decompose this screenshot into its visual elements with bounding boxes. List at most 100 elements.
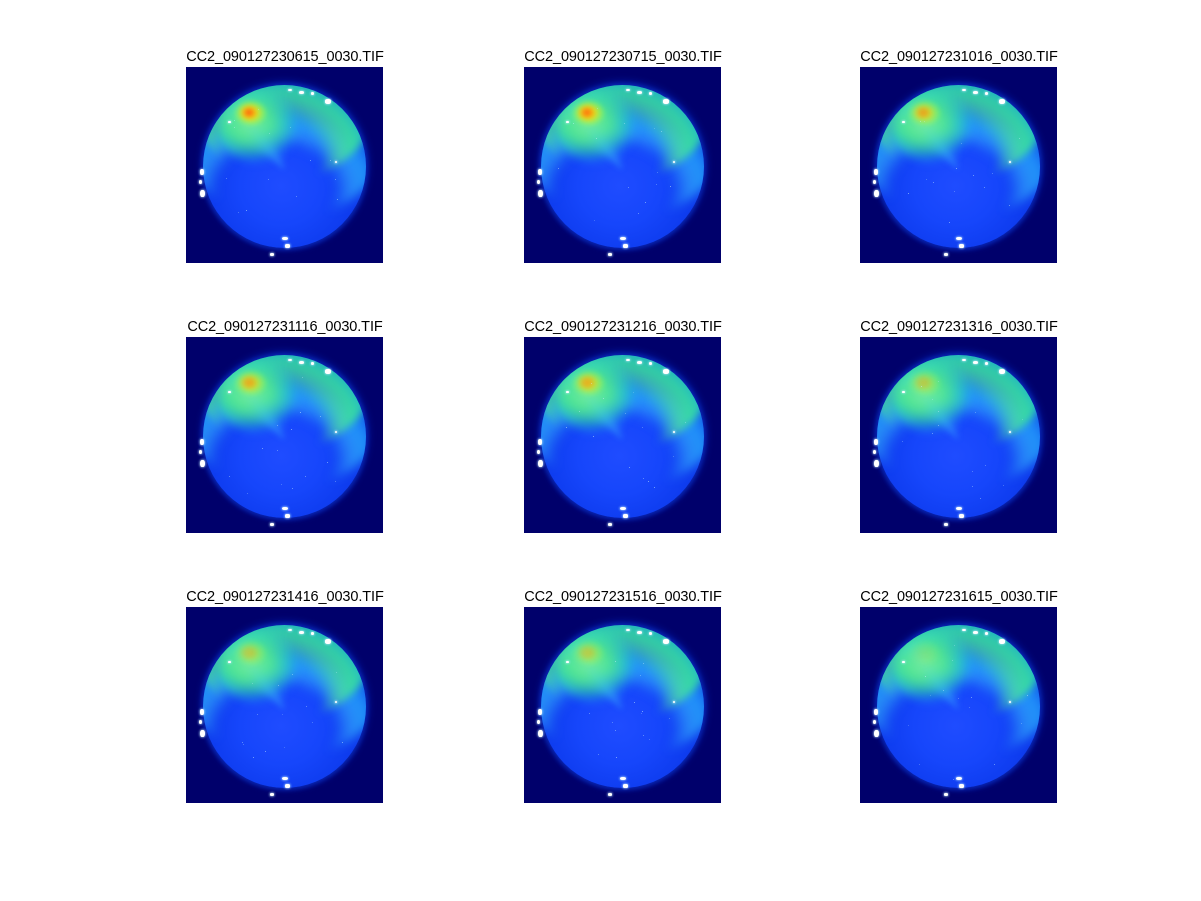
sky-disc [541, 85, 704, 248]
panel-title: CC2_090127230615_0030.TIF [186, 49, 384, 65]
image-speck [943, 253, 948, 256]
image-panel: CC2_090127231516_0030.TIF [524, 588, 722, 803]
image-noise-dot [329, 159, 331, 161]
image-noise-dot [623, 123, 625, 124]
image-noise-dot [246, 492, 248, 494]
image-speck [623, 244, 628, 248]
disc-vignette [203, 85, 366, 248]
all-sky-image[interactable] [860, 607, 1057, 803]
image-noise-dot [258, 109, 260, 111]
image-noise-dot [670, 185, 672, 187]
image-speck [299, 360, 305, 364]
image-noise-dot [655, 184, 657, 186]
image-noise-dot [334, 480, 336, 482]
sky-disc-wrapper [524, 67, 721, 263]
all-sky-image[interactable] [186, 607, 383, 803]
image-speck [566, 120, 569, 123]
image-noise-dot [953, 778, 955, 780]
image-speck [998, 99, 1005, 104]
image-speck [334, 161, 338, 164]
image-noise-dot [643, 735, 645, 737]
sky-disc [203, 625, 366, 788]
image-speck [228, 120, 231, 123]
image-noise-dot [954, 190, 956, 192]
image-speck [985, 632, 989, 636]
image-noise-dot [642, 663, 644, 665]
image-noise-dot [300, 411, 302, 413]
sky-disc [203, 355, 366, 518]
image-speck [902, 390, 905, 393]
image-speck [962, 88, 966, 92]
image-noise-dot [960, 142, 962, 144]
image-speck [959, 244, 964, 248]
image-speck [537, 708, 542, 715]
all-sky-image[interactable] [524, 337, 721, 533]
image-speck [538, 189, 543, 198]
image-noise-dot [296, 195, 298, 197]
image-noise-dot [971, 485, 973, 487]
all-sky-image[interactable] [860, 67, 1057, 263]
all-sky-image[interactable] [860, 337, 1057, 533]
image-speck [955, 236, 962, 241]
image-speck [1008, 161, 1012, 164]
image-noise-dot [233, 127, 235, 129]
image-noise-dot [971, 696, 973, 698]
image-speck [199, 708, 204, 715]
image-noise-dot [968, 706, 970, 708]
image-noise-dot [283, 746, 285, 748]
sky-disc-wrapper [524, 337, 721, 533]
image-noise-dot [937, 380, 939, 382]
image-speck [198, 719, 202, 725]
image-noise-dot [281, 713, 283, 715]
image-noise-dot [656, 172, 658, 174]
image-speck [607, 523, 612, 526]
sky-disc-wrapper [524, 607, 721, 803]
all-sky-image[interactable] [186, 337, 383, 533]
image-speck [943, 523, 948, 526]
image-speck [962, 358, 966, 362]
image-speck [874, 189, 879, 198]
image-noise-dot [319, 415, 321, 417]
sky-disc [877, 355, 1040, 518]
image-speck [649, 92, 653, 96]
image-speck [199, 438, 204, 445]
image-speck [334, 701, 338, 704]
sky-disc-wrapper [860, 67, 1057, 263]
all-sky-image[interactable] [524, 607, 721, 803]
image-noise-dot [641, 713, 643, 715]
image-speck [198, 449, 202, 455]
image-speck [637, 360, 643, 364]
all-sky-image[interactable] [186, 67, 383, 263]
image-speck [985, 92, 989, 96]
image-noise-dot [291, 674, 293, 676]
image-noise-dot [932, 182, 934, 184]
image-speck [536, 719, 540, 725]
image-noise-dot [280, 484, 282, 486]
image-noise-dot [595, 137, 597, 139]
image-speck [998, 369, 1005, 374]
image-speck [536, 179, 540, 185]
image-speck [973, 360, 979, 364]
image-panel: CC2_090127231316_0030.TIF [860, 318, 1058, 533]
image-speck [288, 88, 292, 92]
image-noise-dot [241, 741, 243, 743]
image-speck [649, 632, 653, 636]
image-noise-dot [634, 701, 636, 703]
image-speck [607, 793, 612, 796]
image-speck [198, 179, 202, 185]
image-speck [959, 514, 964, 518]
image-speck [959, 784, 964, 788]
image-noise-dot [291, 428, 293, 430]
all-sky-image[interactable] [524, 67, 721, 263]
image-panel: CC2_090127231116_0030.TIF [186, 318, 383, 533]
image-speck [1008, 701, 1012, 704]
panel-title: CC2_090127231016_0030.TIF [860, 49, 1058, 65]
image-speck [662, 639, 669, 644]
image-speck [228, 660, 231, 663]
image-noise-dot [592, 436, 594, 438]
image-noise-dot [579, 410, 581, 412]
image-speck [538, 729, 543, 738]
image-noise-dot [955, 167, 957, 169]
image-noise-dot [641, 711, 643, 713]
